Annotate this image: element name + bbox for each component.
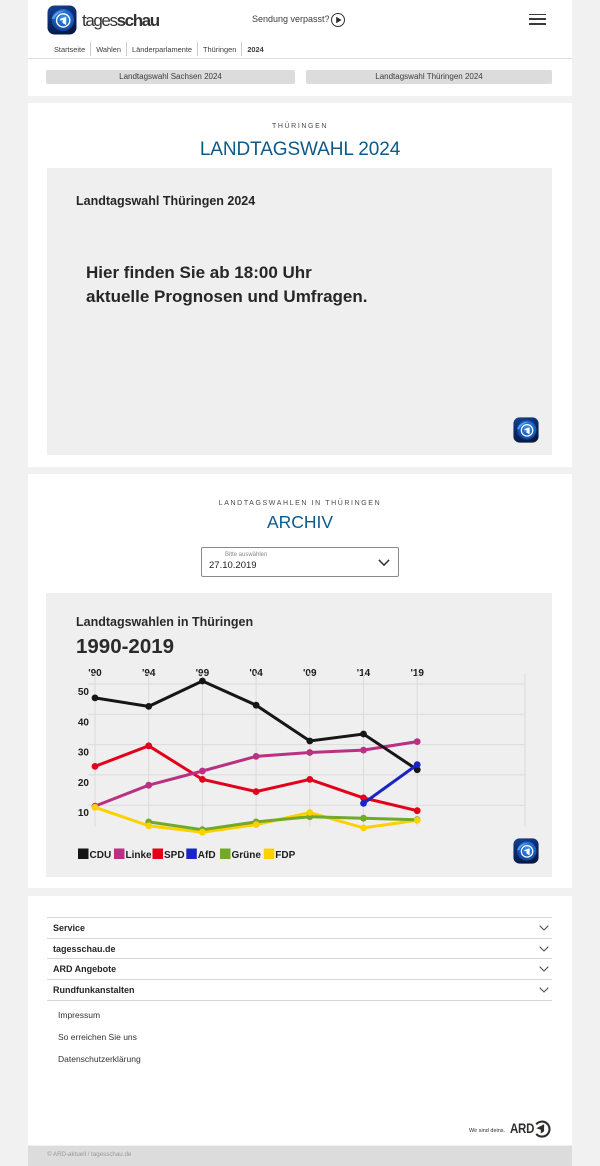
svg-text:CDU: CDU — [90, 850, 112, 861]
svg-text:30: 30 — [78, 748, 90, 759]
svg-text:FDP: FDP — [275, 850, 295, 861]
svg-text:SPD: SPD — [164, 850, 185, 861]
svg-text:1990-2019: 1990-2019 — [76, 635, 174, 658]
svg-text:Grüne: Grüne — [232, 850, 262, 861]
svg-text:Landtagswahlen in Thüringen: Landtagswahlen in Thüringen — [76, 615, 253, 629]
svg-text:20: 20 — [78, 778, 90, 789]
svg-text:Linke: Linke — [126, 850, 153, 861]
svg-text:10: 10 — [78, 808, 90, 819]
svg-text:50: 50 — [78, 687, 90, 698]
svg-text:AfD: AfD — [198, 850, 216, 861]
svg-text:40: 40 — [78, 717, 90, 728]
